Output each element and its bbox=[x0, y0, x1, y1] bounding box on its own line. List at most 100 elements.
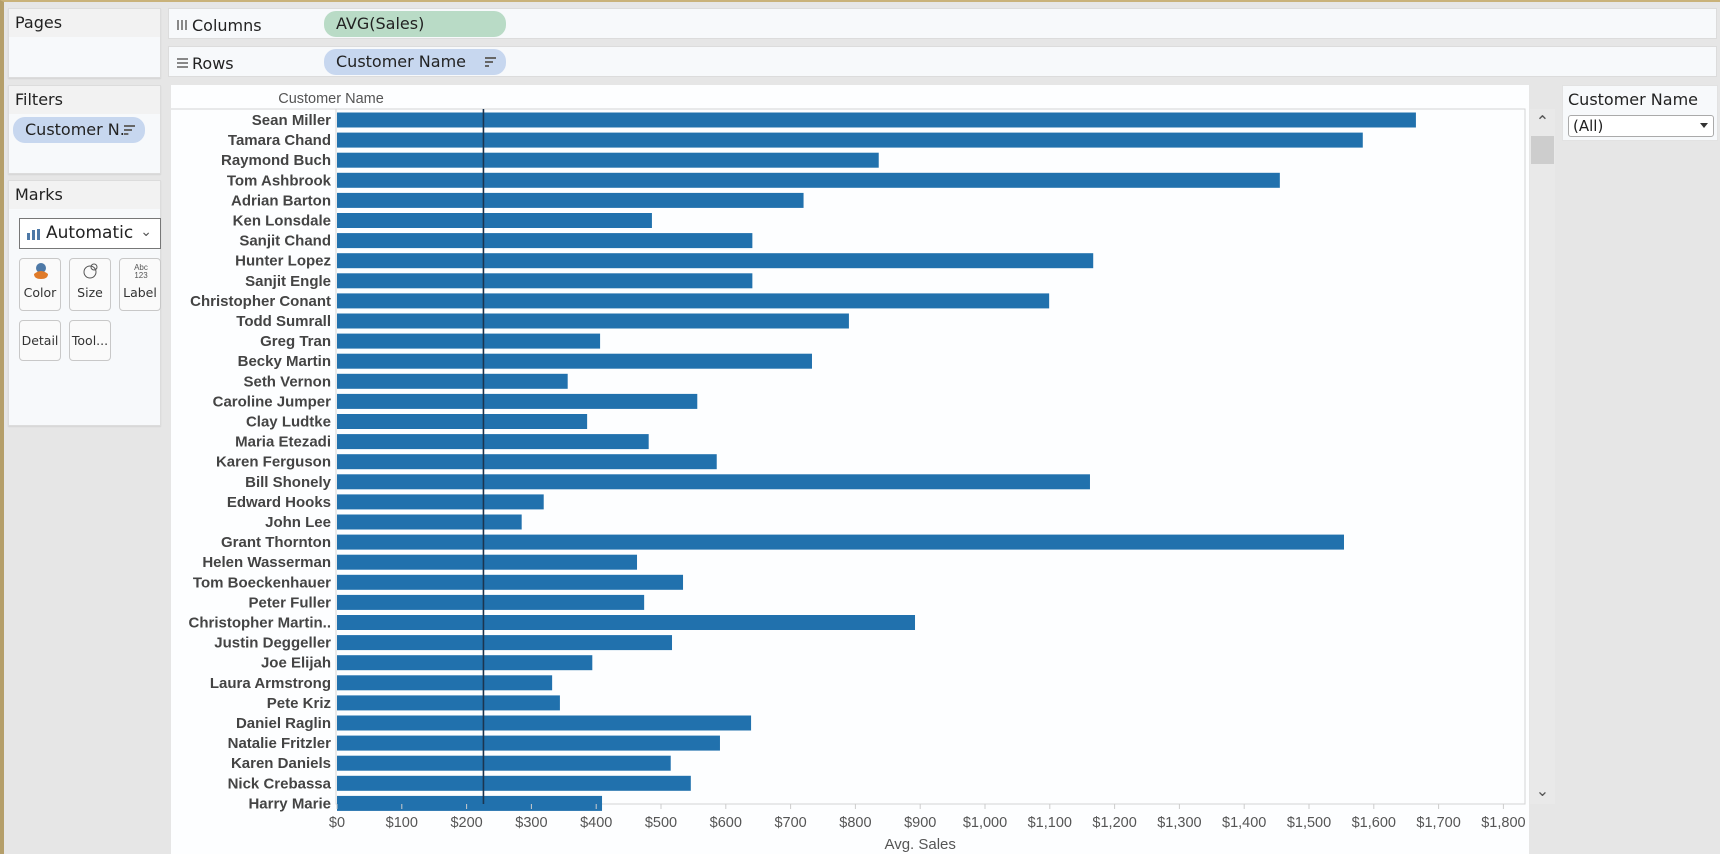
row-label[interactable]: Ken Lonsdale bbox=[233, 213, 331, 230]
bar-tom-boeckenhauer[interactable] bbox=[337, 574, 684, 590]
vertical-scrollbar[interactable]: ⌃ ⌄ bbox=[1530, 109, 1555, 804]
bar-sean-miller[interactable] bbox=[337, 112, 1416, 128]
row-label[interactable]: Tamara Chand bbox=[228, 132, 331, 149]
columns-pill-label: AVG(Sales) bbox=[336, 14, 425, 33]
bar-helen-wasserman[interactable] bbox=[337, 554, 638, 570]
row-label[interactable]: Daniel Raglin bbox=[236, 715, 331, 732]
row-label[interactable]: Raymond Buch bbox=[221, 152, 331, 169]
row-header-customer-name[interactable]: Customer Name bbox=[278, 91, 384, 107]
row-label[interactable]: Harry Marie bbox=[248, 795, 331, 812]
row-label[interactable]: Sanjit Engle bbox=[245, 273, 331, 290]
bar-christopher-martin[interactable] bbox=[337, 615, 916, 630]
bars-group bbox=[337, 112, 1416, 811]
bar-chart[interactable]: Customer Name Sean Miller Tamara Chand Ray… bbox=[171, 85, 1529, 854]
bar-greg-tran[interactable] bbox=[337, 333, 601, 349]
bar-daniel-raglin[interactable] bbox=[337, 715, 752, 731]
bar-nick-crebassa[interactable] bbox=[337, 775, 691, 791]
detail-label: Detail bbox=[21, 333, 59, 348]
row-label[interactable]: Greg Tran bbox=[260, 333, 331, 350]
scroll-down-icon[interactable]: ⌄ bbox=[1535, 781, 1550, 800]
tooltip-button[interactable]: Tool... bbox=[69, 320, 111, 361]
bar-adrian-barton[interactable] bbox=[337, 192, 804, 208]
columns-pill-avg-sales[interactable]: AVG(Sales) bbox=[324, 11, 506, 37]
label-button[interactable]: Abc 123 Label bbox=[119, 258, 161, 311]
detail-button[interactable]: Detail bbox=[19, 320, 61, 361]
row-label[interactable]: Helen Wasserman bbox=[202, 554, 331, 571]
bar-seth-vernon[interactable] bbox=[337, 373, 568, 389]
row-label[interactable]: Pete Kriz bbox=[267, 695, 331, 712]
row-label[interactable]: Tom Boeckenhauer bbox=[193, 574, 331, 591]
bar-laura-armstrong[interactable] bbox=[337, 675, 553, 691]
row-label[interactable]: Caroline Jumper bbox=[213, 393, 332, 410]
bar-karen-daniels[interactable] bbox=[337, 755, 671, 771]
bar-justin-deggeller[interactable] bbox=[337, 635, 673, 651]
bar-sanjit-engle[interactable] bbox=[337, 273, 753, 289]
row-label[interactable]: Seth Vernon bbox=[243, 373, 331, 390]
filters-panel[interactable]: Filters Customer N.. bbox=[8, 85, 161, 174]
row-label[interactable]: Christopher Conant bbox=[190, 293, 331, 310]
bar-christopher-conant[interactable] bbox=[337, 293, 1050, 309]
filter-pill-customer-name[interactable]: Customer N.. bbox=[13, 117, 145, 143]
rows-pill-customer-name[interactable]: Customer Name bbox=[324, 49, 506, 75]
row-label[interactable]: John Lee bbox=[265, 514, 331, 531]
color-button[interactable]: Color bbox=[19, 258, 61, 311]
row-label[interactable]: Laura Armstrong bbox=[210, 675, 331, 692]
bar-maria-etezadi[interactable] bbox=[337, 434, 649, 450]
bar-joe-elijah[interactable] bbox=[337, 655, 593, 671]
row-label[interactable]: Karen Ferguson bbox=[216, 454, 331, 471]
quick-filter-dropdown[interactable]: (All) bbox=[1568, 115, 1714, 137]
row-label[interactable]: Clay Ludtke bbox=[246, 414, 331, 431]
row-label[interactable]: Peter Fuller bbox=[248, 594, 331, 611]
bar-grant-thornton[interactable] bbox=[337, 534, 1344, 550]
bar-ken-lonsdale[interactable] bbox=[337, 213, 652, 228]
bar-caroline-jumper[interactable] bbox=[337, 393, 698, 409]
bar-raymond-buch[interactable] bbox=[337, 152, 879, 168]
chart-pane[interactable]: Customer Name Sean Miller Tamara Chand Ray… bbox=[171, 85, 1529, 854]
row-label[interactable]: Nick Crebassa bbox=[228, 775, 332, 792]
row-label[interactable]: Adrian Barton bbox=[231, 192, 331, 209]
bar-clay-ludtke[interactable] bbox=[337, 414, 588, 429]
bar-hunter-lopez[interactable] bbox=[337, 253, 1094, 269]
bar-sanjit-chand[interactable] bbox=[337, 233, 753, 249]
mark-type-dropdown[interactable]: Automatic ⌄ bbox=[19, 218, 161, 249]
bar-natalie-fritzler[interactable] bbox=[337, 735, 720, 751]
bar-edward-hooks[interactable] bbox=[337, 494, 544, 510]
row-label[interactable]: Edward Hooks bbox=[227, 494, 331, 511]
bar-peter-fuller[interactable] bbox=[337, 594, 645, 610]
rows-shelf[interactable]: Rows Customer Name bbox=[168, 46, 1717, 77]
quick-filter-selected: (All) bbox=[1573, 117, 1604, 135]
columns-shelf[interactable]: Columns AVG(Sales) bbox=[168, 8, 1717, 39]
bar-becky-martin[interactable] bbox=[337, 353, 812, 369]
row-label[interactable]: Tom Ashbrook bbox=[227, 172, 332, 189]
scroll-up-icon[interactable]: ⌃ bbox=[1535, 112, 1550, 131]
bar-tamara-chand[interactable] bbox=[337, 132, 1363, 148]
tooltip-label: Tool... bbox=[71, 333, 109, 348]
row-label[interactable]: Christopher Martin.. bbox=[188, 615, 331, 632]
bar-pete-kriz[interactable] bbox=[337, 695, 560, 711]
row-label[interactable]: Becky Martin bbox=[238, 353, 331, 370]
row-label[interactable]: Maria Etezadi bbox=[235, 434, 331, 451]
row-label[interactable]: Natalie Fritzler bbox=[228, 735, 332, 752]
row-label[interactable]: Justin Deggeller bbox=[214, 635, 331, 652]
x-axis-title[interactable]: Avg. Sales bbox=[884, 836, 955, 853]
x-tick-label: $800 bbox=[839, 815, 871, 831]
row-label[interactable]: Todd Sumrall bbox=[236, 313, 331, 330]
scroll-thumb[interactable] bbox=[1531, 136, 1554, 164]
row-label[interactable]: Bill Shonely bbox=[245, 474, 332, 491]
bar-todd-sumrall[interactable] bbox=[337, 313, 849, 329]
x-tick-label: $900 bbox=[904, 815, 936, 831]
row-label[interactable]: Joe Elijah bbox=[261, 655, 331, 672]
bar-tom-ashbrook[interactable] bbox=[337, 172, 1280, 188]
row-label[interactable]: Grant Thornton bbox=[221, 534, 331, 551]
bar-bill-shonely[interactable] bbox=[337, 474, 1090, 490]
bar-karen-ferguson[interactable] bbox=[337, 454, 717, 470]
plot-frame bbox=[335, 108, 1526, 805]
row-label[interactable]: Hunter Lopez bbox=[235, 253, 331, 270]
row-label[interactable]: Karen Daniels bbox=[231, 755, 331, 772]
bar-harry-marie[interactable] bbox=[337, 795, 603, 811]
row-label[interactable]: Sean Miller bbox=[252, 112, 331, 129]
size-button[interactable]: Size bbox=[69, 258, 111, 311]
pages-panel[interactable]: Pages bbox=[8, 8, 161, 78]
row-label[interactable]: Sanjit Chand bbox=[239, 233, 331, 250]
bar-john-lee[interactable] bbox=[337, 514, 522, 530]
